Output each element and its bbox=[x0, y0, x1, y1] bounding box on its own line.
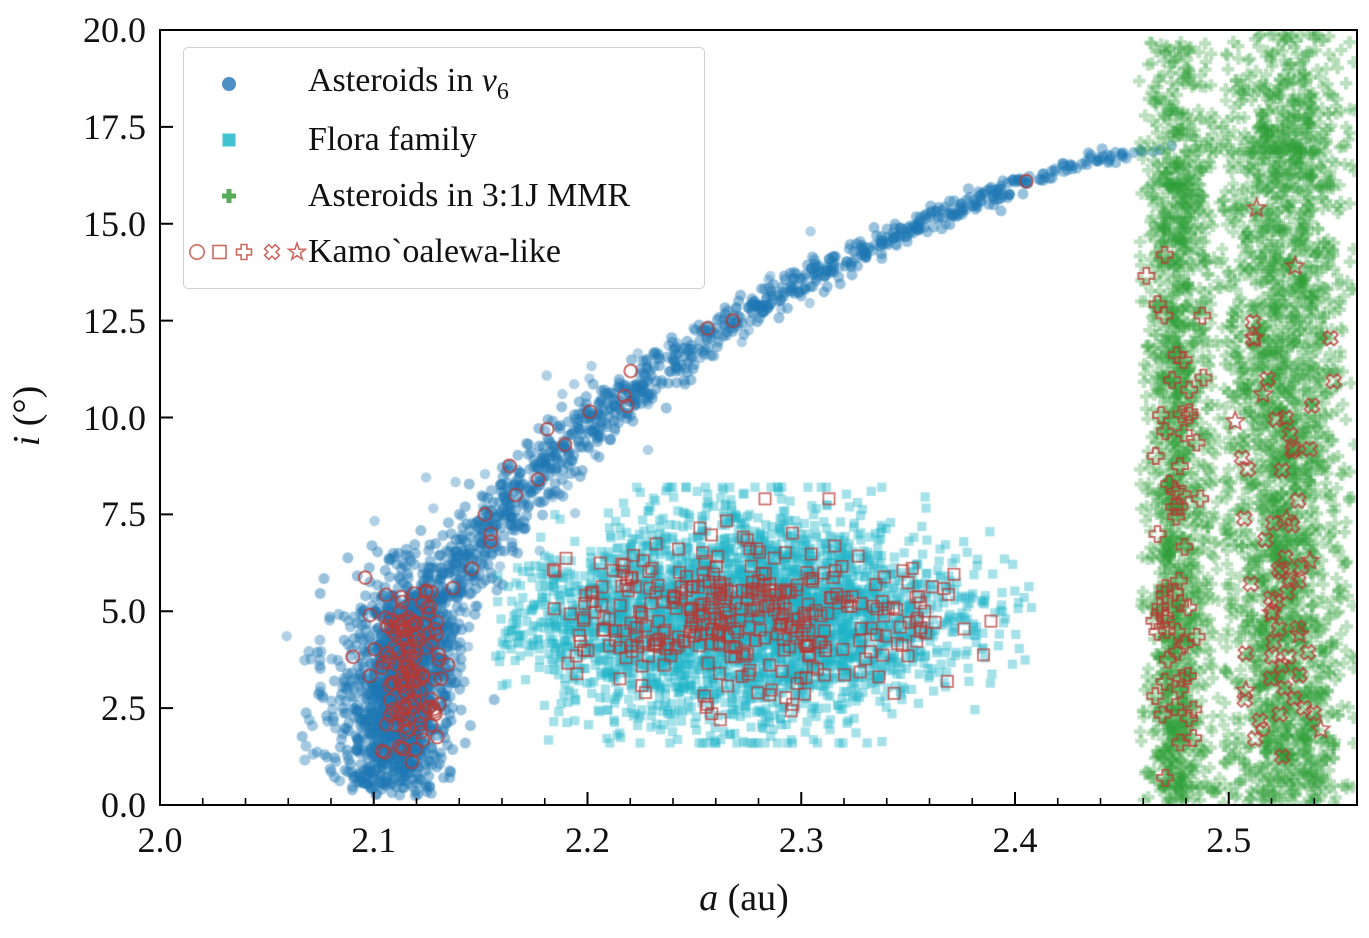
legend-row-flora: Flora family bbox=[184, 112, 690, 168]
y-tick-label: 2.5 bbox=[101, 688, 146, 729]
x-tick-label: 2.1 bbox=[351, 820, 397, 860]
y-tick-label: 0.0 bbox=[101, 785, 146, 825]
y-tick-label: 7.5 bbox=[101, 494, 146, 535]
legend-label-kamooalewa: Kamo`oalewa-like bbox=[308, 233, 561, 270]
y-tick-label: 10.0 bbox=[83, 397, 146, 438]
flora-filled-square-icon bbox=[184, 131, 274, 149]
nu6-filled-circle-icon bbox=[184, 75, 274, 93]
legend-row-nu6: Asteroids in ν6 bbox=[184, 56, 690, 112]
x-tick-label: 2.3 bbox=[778, 820, 824, 860]
x-tick-label: 2.2 bbox=[565, 820, 610, 860]
y-tick-label: 12.5 bbox=[83, 300, 146, 341]
x-axis-label: a (au) bbox=[699, 877, 789, 919]
mmr-filled-plus-icon bbox=[184, 187, 274, 205]
y-tick-label: 5.0 bbox=[101, 591, 146, 632]
kamooalewa-marker-set bbox=[184, 240, 308, 264]
x-tick-label: 2.4 bbox=[992, 820, 1038, 860]
x-tick-label: 2.0 bbox=[137, 820, 183, 860]
legend-label-flora: Flora family bbox=[308, 121, 478, 158]
legend-label-nu6: Asteroids in ν6 bbox=[308, 62, 509, 105]
kamooalewa-open-markers-icon bbox=[189, 240, 307, 262]
legend-row-kamooalewa: Kamo`oalewa-like bbox=[184, 224, 690, 280]
y-tick-label: 15.0 bbox=[83, 203, 146, 244]
x-tick-label: 2.5 bbox=[1206, 820, 1252, 860]
y-tick-label: 20.0 bbox=[83, 10, 146, 50]
legend-label-mmr: Asteroids in 3:1J MMR bbox=[308, 177, 631, 214]
legend-box: Asteroids in ν6 Flora family Asteroids i… bbox=[183, 47, 705, 289]
y-tick-label: 17.5 bbox=[83, 106, 146, 147]
legend-row-mmr: Asteroids in 3:1J MMR bbox=[184, 168, 690, 224]
